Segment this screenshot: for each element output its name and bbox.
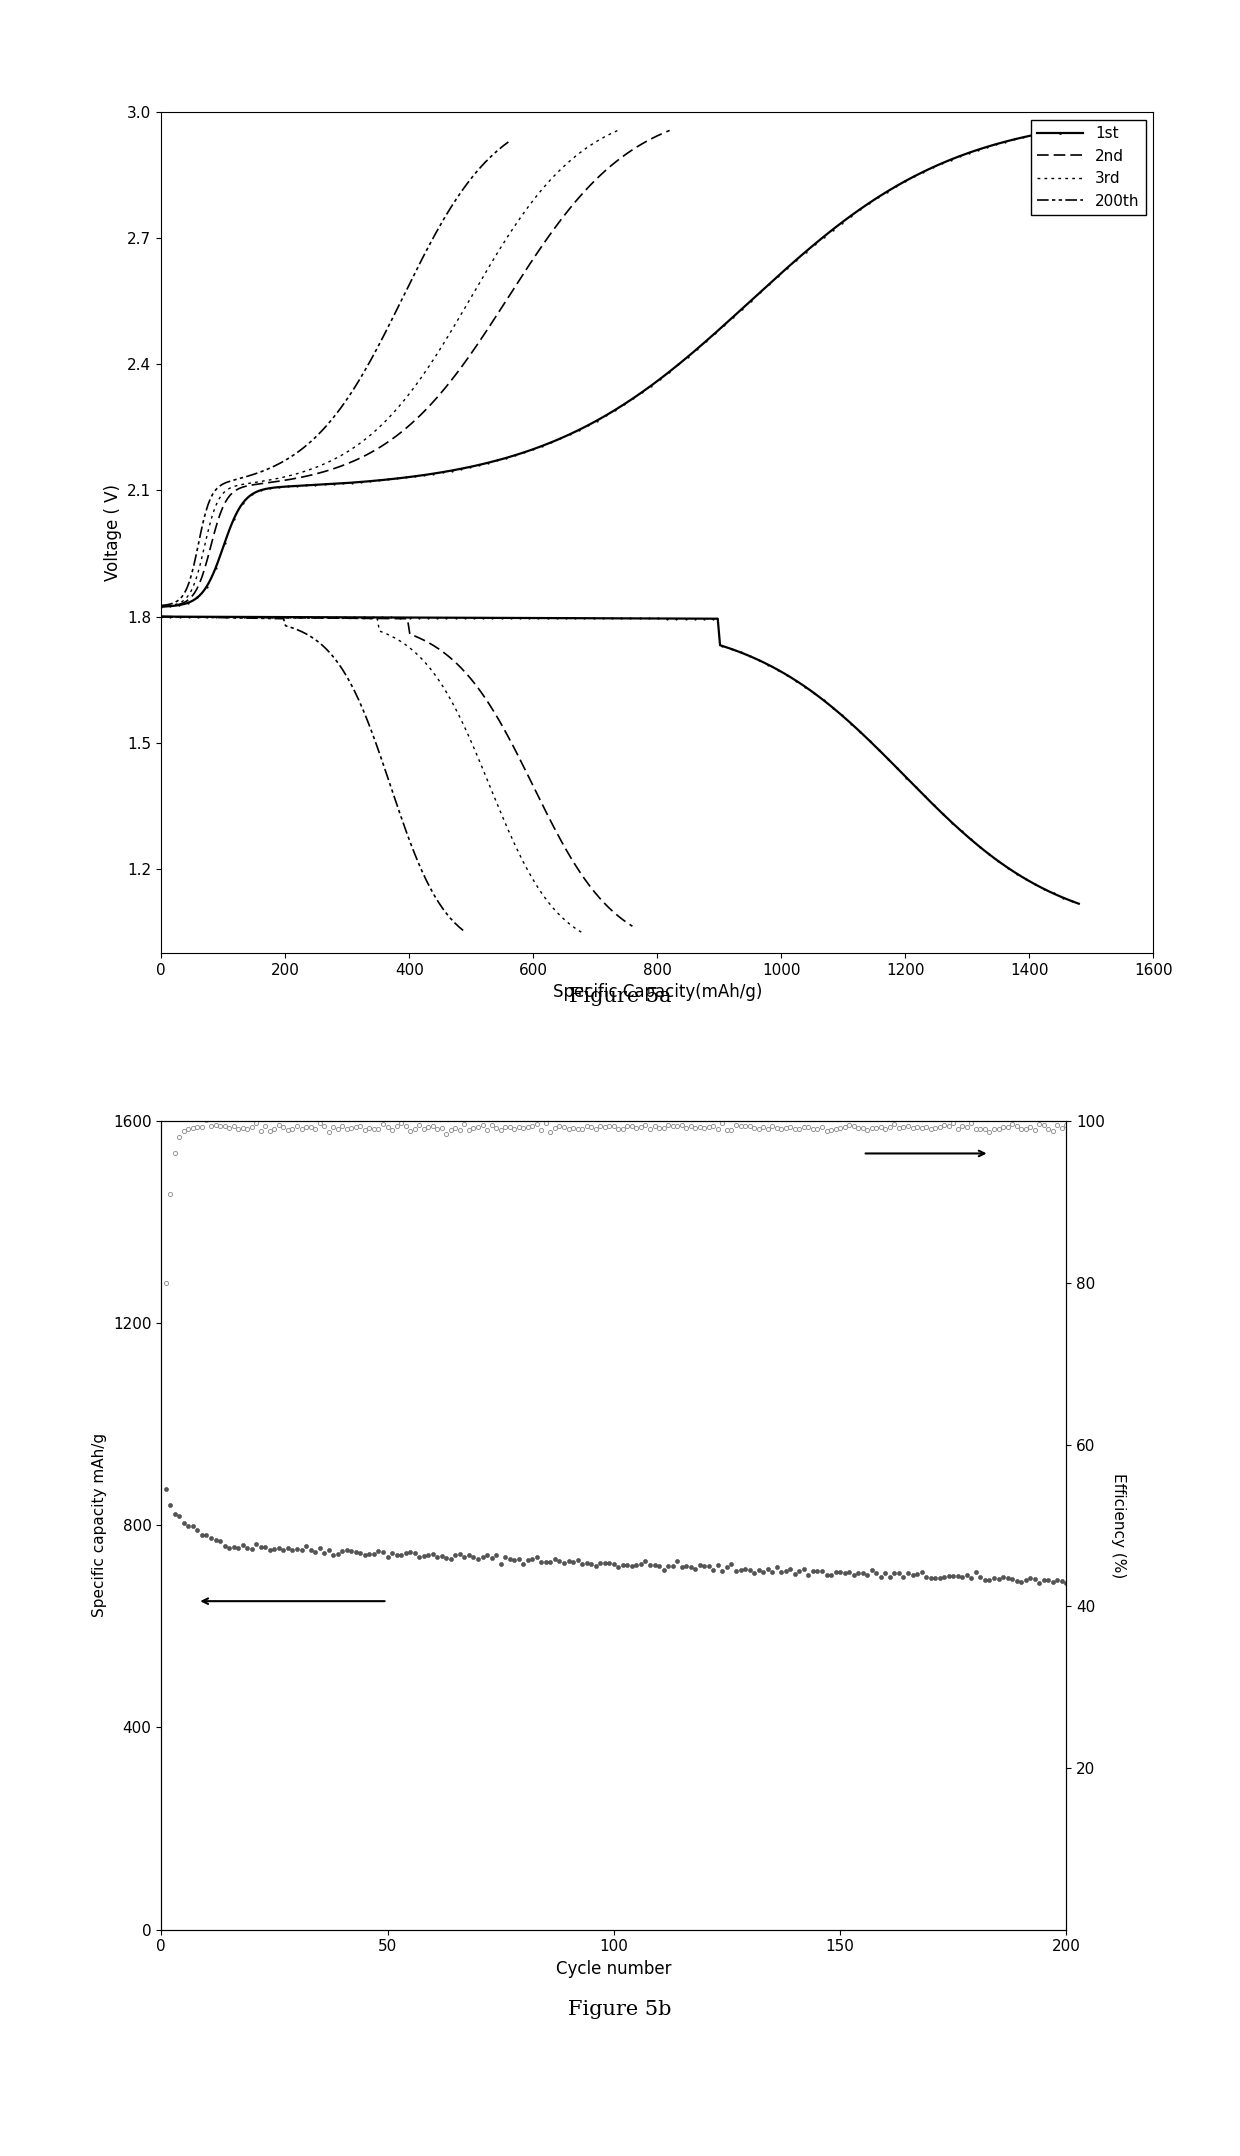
Text: Figure 5a: Figure 5a [569,987,671,1005]
X-axis label: Specific Capacity(mAh/g): Specific Capacity(mAh/g) [553,983,761,1000]
Legend: 1st, 2nd, 3rd, 200th: 1st, 2nd, 3rd, 200th [1030,121,1146,216]
Y-axis label: Voltage ( V): Voltage ( V) [104,485,122,580]
Text: Figure 5b: Figure 5b [568,2001,672,2018]
X-axis label: Cycle number: Cycle number [556,1960,672,1977]
Y-axis label: Specific capacity mAh/g: Specific capacity mAh/g [92,1434,108,1617]
Y-axis label: Efficiency (%): Efficiency (%) [1111,1473,1126,1578]
